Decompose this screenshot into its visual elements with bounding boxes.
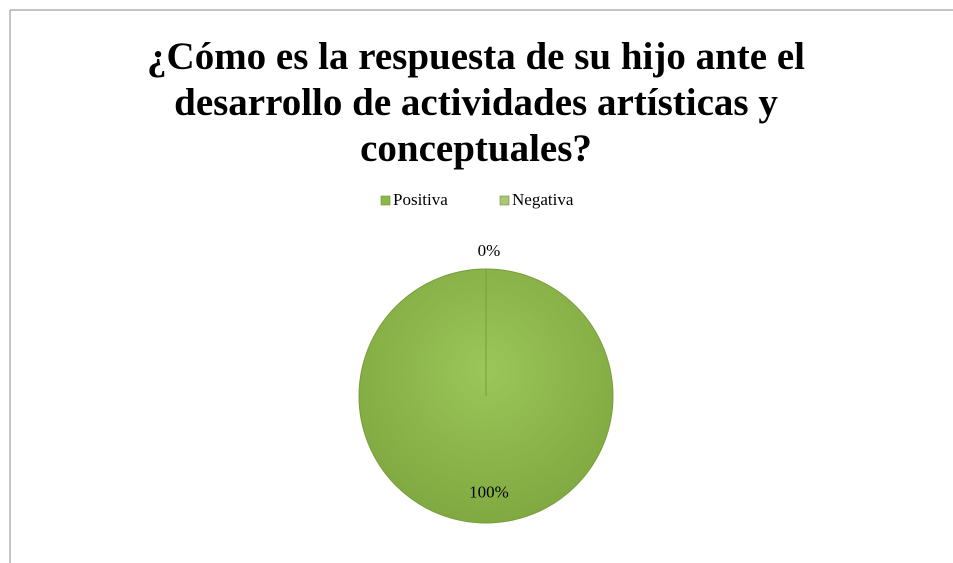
data-label: 100%	[469, 483, 509, 502]
legend-label: Negativa	[512, 190, 574, 209]
legend-swatch	[499, 195, 510, 206]
legend-label: Positiva	[393, 190, 448, 209]
data-label: 0%	[478, 241, 501, 260]
chart-title: ¿Cómo es la respuesta de su hijo ante el…	[147, 35, 805, 170]
legend-swatch	[380, 195, 391, 206]
